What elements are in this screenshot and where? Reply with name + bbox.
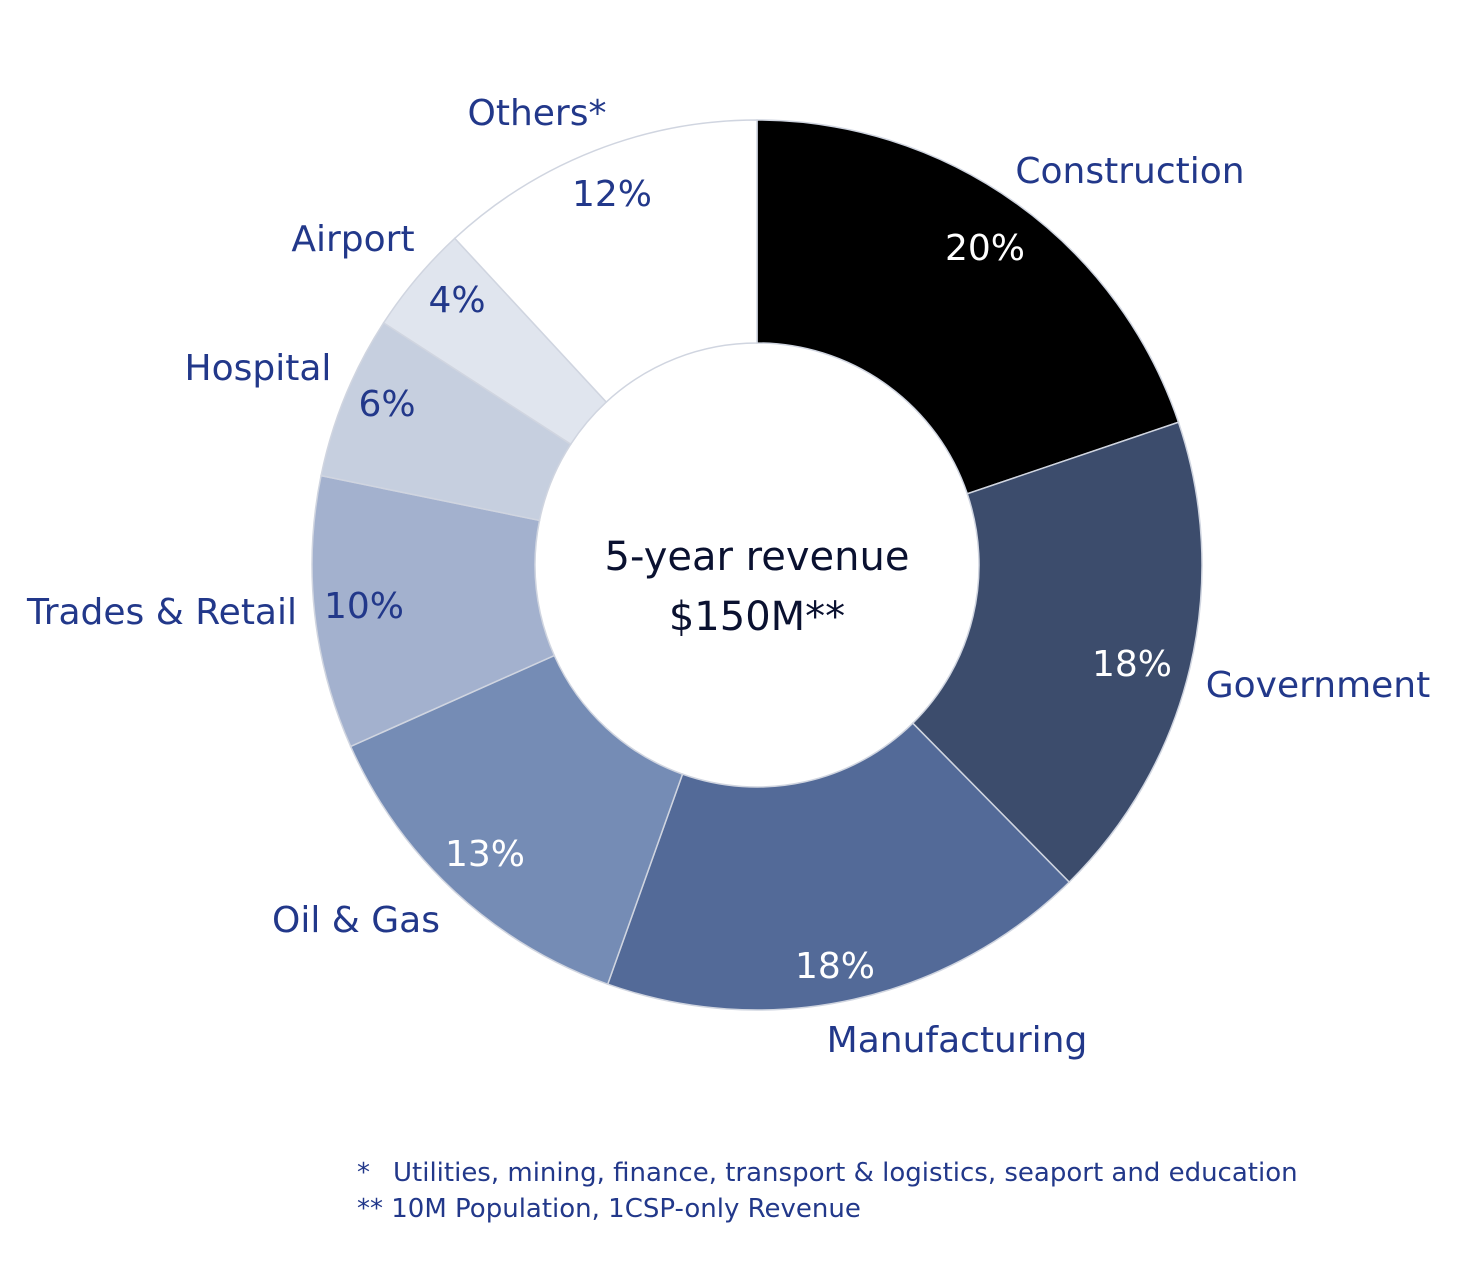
footnote-mark: * [357,1158,370,1188]
percent-label: 18% [1092,644,1172,685]
percent-label: 10% [324,586,404,627]
percent-label: 12% [572,174,652,215]
center-label: 5-year revenue $150M** [605,534,910,640]
slice-construction [756,119,1180,495]
footnote-text: Utilities, mining, finance, transport & … [393,1158,1298,1188]
center-title: 5-year revenue [605,534,910,580]
slice-oil-gas [349,654,684,986]
footnotes: * Utilities, mining, finance, transport &… [357,1155,1298,1227]
segment-label: Trades & Retail [26,592,297,633]
percent-label: 4% [428,280,485,321]
percent-label: 20% [945,228,1025,269]
segment-labels: Construction Government Manufacturing Oil &… [26,93,1430,1061]
percent-labels: 20% 18% 18% 13% 10% 6% 4% 12% [324,174,1172,987]
chart-slices [311,119,1203,1011]
segment-label: Government [1206,665,1431,706]
slice-government [911,421,1203,884]
segment-label: Hospital [185,348,332,389]
footnote-text: 10M Population, 1CSP-only Revenue [391,1194,861,1224]
segment-label: Oil & Gas [272,900,440,941]
footnote-others: * Utilities, mining, finance, transport &… [357,1155,1298,1191]
percent-label: 13% [445,834,525,875]
segment-label: Manufacturing [827,1020,1088,1061]
segment-label: Construction [1015,151,1244,192]
segment-label: Airport [291,219,414,260]
percent-label: 6% [358,384,415,425]
percent-label: 18% [795,946,875,987]
slice-others [453,119,758,404]
slice-manufacturing [606,722,1071,1011]
footnote-mark: ** [357,1194,383,1224]
center-value: $150M** [669,594,845,640]
segment-label: Others* [468,93,607,134]
footnote-revenue: ** 10M Population, 1CSP-only Revenue [357,1191,1298,1227]
